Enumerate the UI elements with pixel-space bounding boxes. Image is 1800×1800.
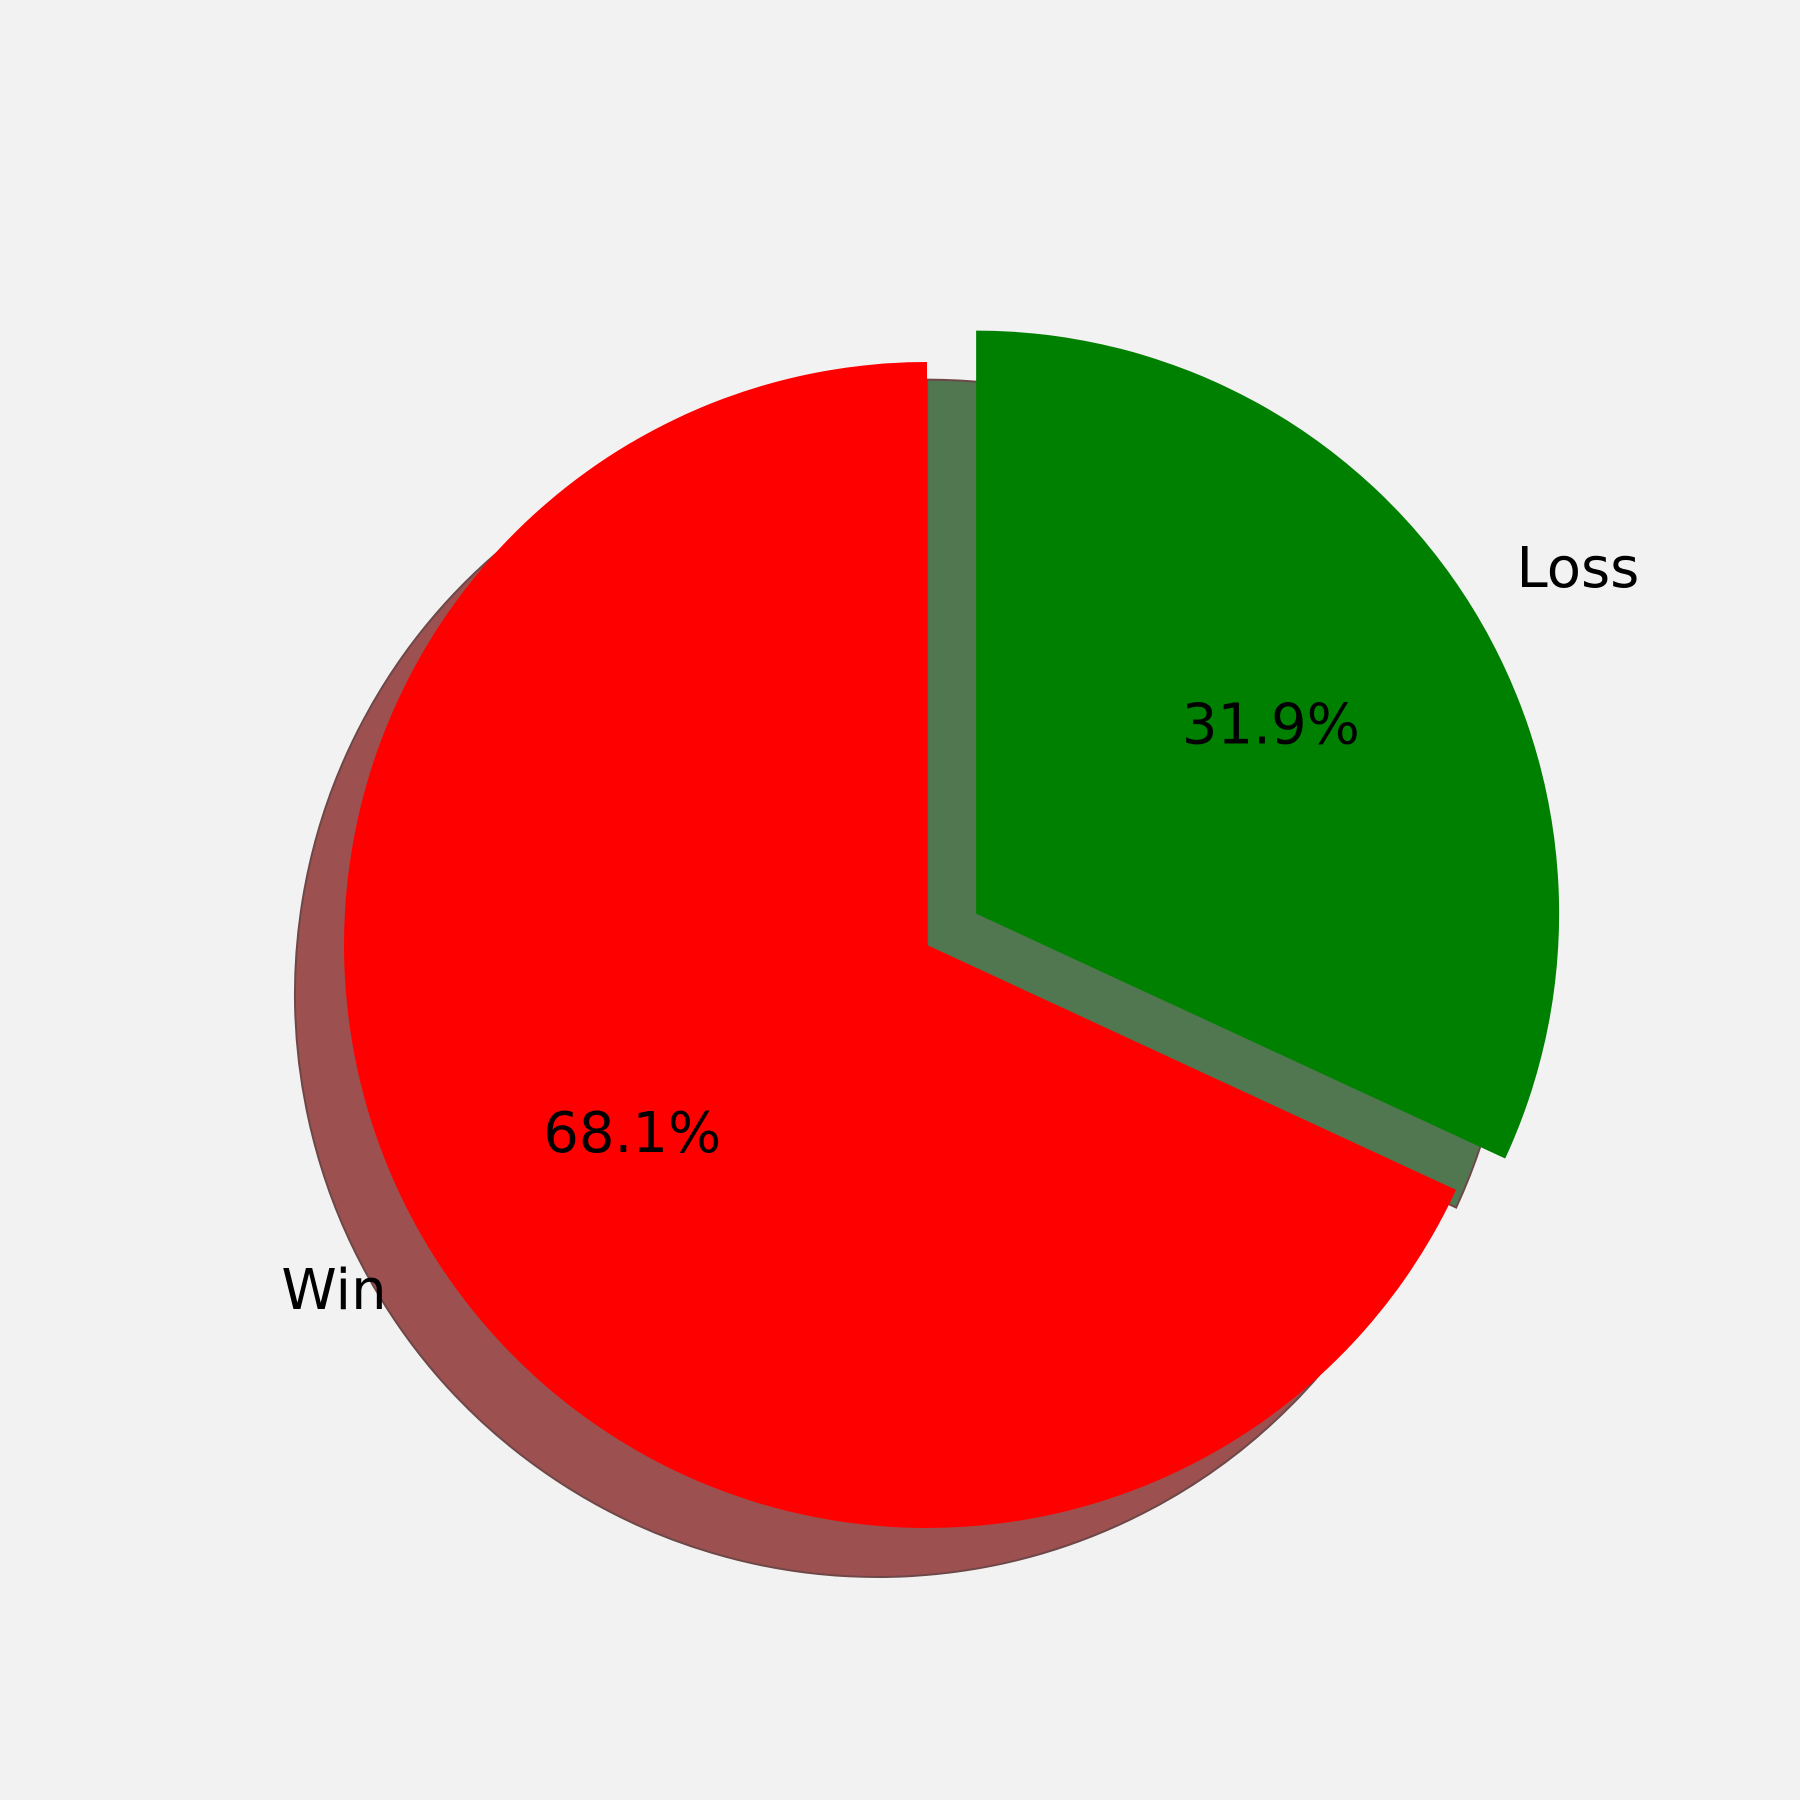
percent-label-win: 68.1% (543, 1101, 721, 1166)
percent-label-loss: 31.9% (1182, 693, 1360, 758)
pie-slice-loss (976, 330, 1560, 1159)
category-label-loss: Loss (1517, 536, 1640, 601)
label-layer: 68.1% Win 31.9% Loss (281, 536, 1639, 1323)
category-label-win: Win (281, 1258, 386, 1323)
pie-slice-win (344, 362, 1457, 1528)
slice-layer (344, 330, 1560, 1528)
